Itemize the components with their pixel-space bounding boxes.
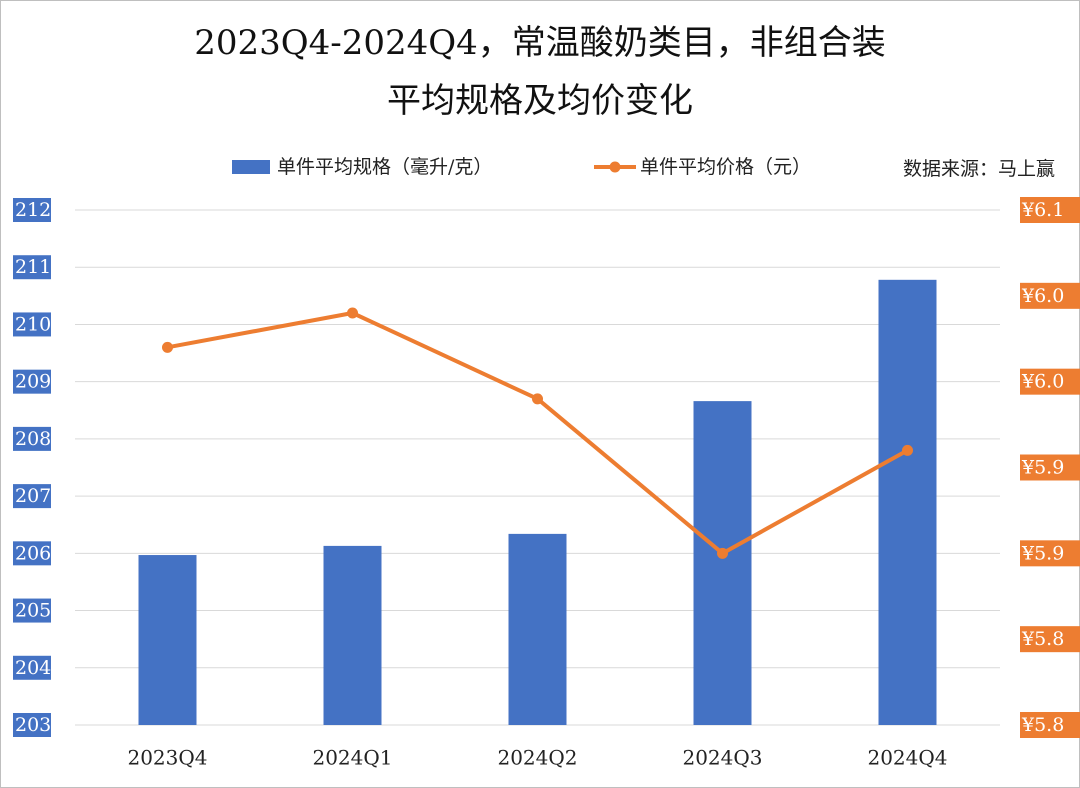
y-tick-label: 207: [15, 485, 51, 507]
y2-tick-label-bg: [1020, 626, 1080, 653]
bar: [508, 533, 567, 725]
bar: [138, 555, 197, 725]
chart-subtitle: 平均规格及均价变化: [387, 81, 693, 121]
line-point: [162, 341, 173, 353]
legend-label: 单件平均价格（元）: [640, 156, 811, 178]
y2-tick-label: ¥6.0: [1021, 371, 1064, 393]
y-tick-label: 204: [15, 657, 51, 679]
bar: [693, 401, 752, 725]
y2-tick-label: ¥6.1: [1021, 199, 1064, 221]
legend-swatch: [609, 161, 621, 173]
y2-tick-label-bg: [1020, 282, 1080, 309]
chart-title: 2023Q4-2024Q4，常温酸奶类目，非组合装: [194, 23, 886, 63]
bar: [323, 545, 382, 725]
y-tick-label: 208: [15, 428, 51, 450]
y-tick-label-bg: [13, 598, 51, 623]
y2-tick-label: ¥5.9: [1021, 457, 1064, 479]
y2-tick-label: ¥6.0: [1021, 285, 1064, 307]
y2-tick-label-bg: [1020, 454, 1080, 481]
y-tick-label: 211: [15, 256, 51, 278]
y2-tick-label-bg: [1020, 368, 1080, 395]
x-tick-label: 2024Q4: [867, 746, 947, 770]
x-tick-label: 2024Q2: [497, 746, 577, 770]
y2-tick-label-bg: [1020, 540, 1080, 567]
y-tick-label-bg: [13, 484, 51, 509]
y-tick-label-bg: [13, 369, 51, 394]
x-tick-label: 2024Q1: [312, 746, 392, 770]
y-tick-label-bg: [13, 312, 51, 337]
y2-tick-label: ¥5.8: [1021, 714, 1064, 736]
y2-tick-label-bg: [1020, 712, 1080, 738]
line-point: [717, 547, 728, 559]
y2-tick-label: ¥5.8: [1021, 628, 1064, 650]
x-tick-label: 2024Q3: [682, 746, 762, 770]
y-tick-label: 212: [15, 199, 51, 221]
y-tick-label: 210: [15, 313, 51, 335]
x-tick-label: 2023Q4: [127, 746, 207, 770]
y-tick-label: 205: [15, 600, 51, 622]
y-tick-label: 203: [15, 714, 51, 736]
line-point: [902, 444, 913, 456]
y-tick-label-bg: [13, 426, 51, 451]
line-point: [347, 307, 358, 319]
source-note: 数据来源：马上赢: [903, 158, 1055, 180]
y-tick-label: 206: [15, 542, 51, 564]
y-tick-label-bg: [13, 713, 51, 737]
y-tick-label-bg: [13, 255, 51, 280]
y2-tick-label: ¥5.9: [1021, 542, 1064, 564]
line-point: [532, 393, 543, 405]
y-tick-label-bg: [13, 198, 51, 222]
bar: [878, 279, 937, 725]
y-tick-label-bg: [13, 655, 51, 680]
legend-label: 单件平均规格（毫升/克）: [277, 156, 492, 178]
y2-tick-label-bg: [1020, 197, 1080, 223]
y-tick-label-bg: [13, 541, 51, 566]
legend-swatch: [232, 160, 270, 174]
y-tick-label: 209: [15, 371, 51, 393]
